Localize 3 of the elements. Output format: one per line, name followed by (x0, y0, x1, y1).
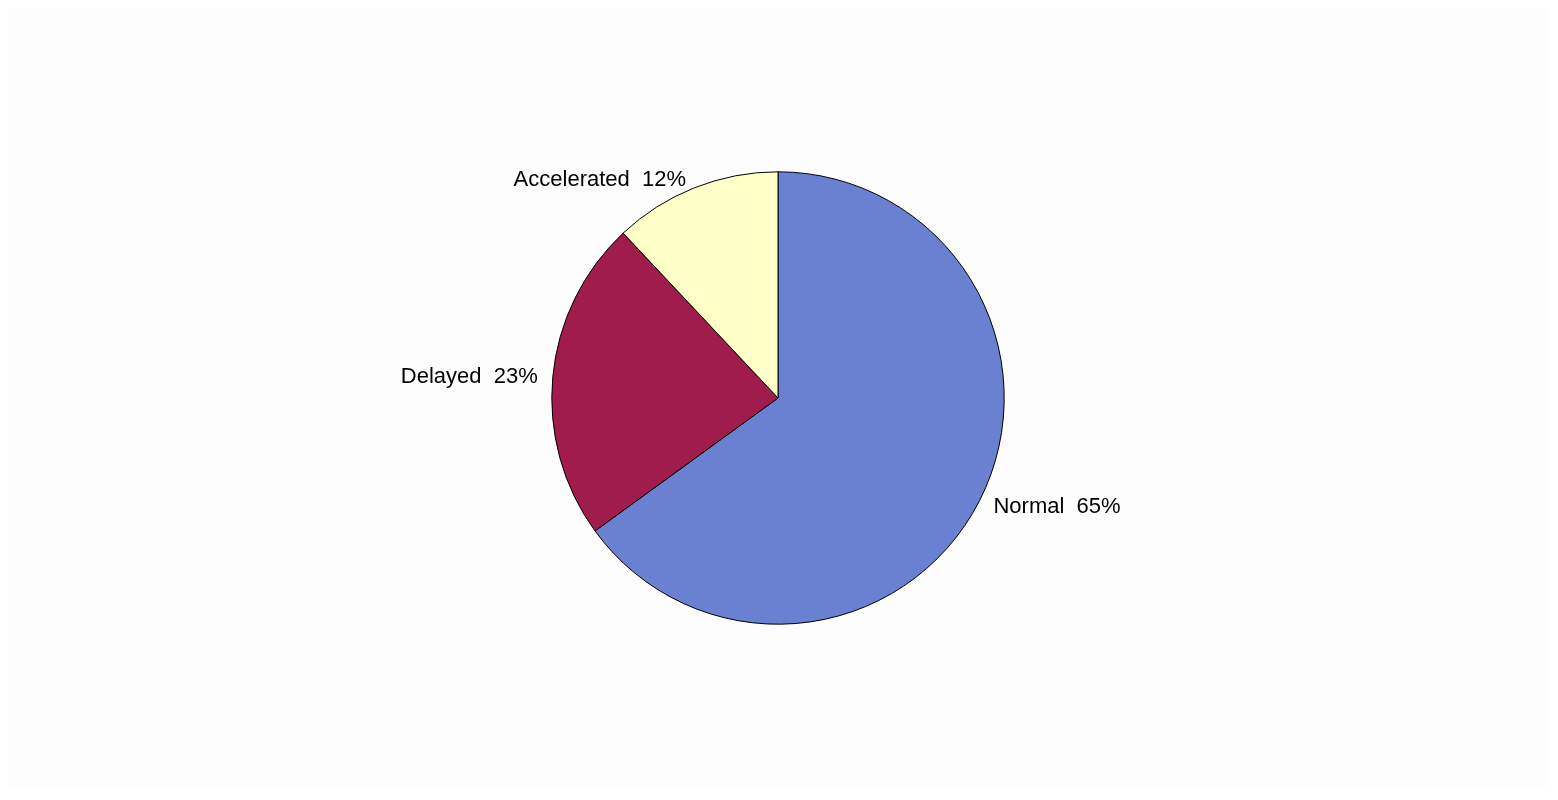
slice-label: Normal 65% (993, 492, 1121, 518)
slice-label: Accelerated 12% (513, 165, 687, 191)
slice-label: Delayed 23% (400, 363, 538, 389)
